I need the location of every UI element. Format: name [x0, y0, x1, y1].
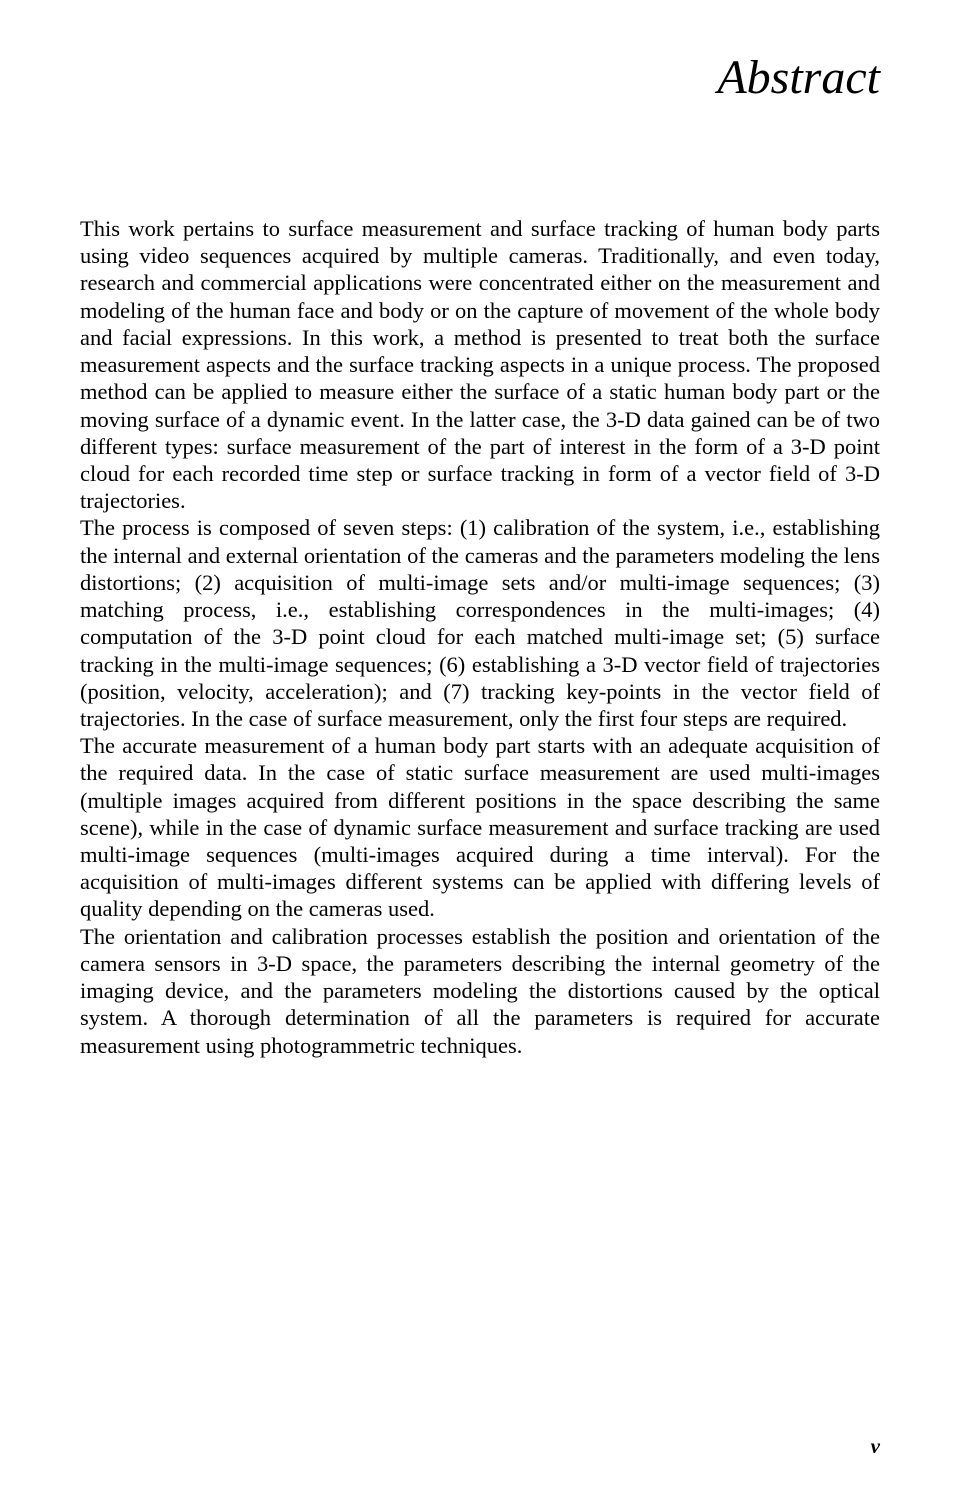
abstract-title: Abstract: [80, 50, 880, 105]
abstract-body: This work pertains to surface measuremen…: [80, 215, 880, 1059]
page-number: v: [871, 1434, 880, 1459]
